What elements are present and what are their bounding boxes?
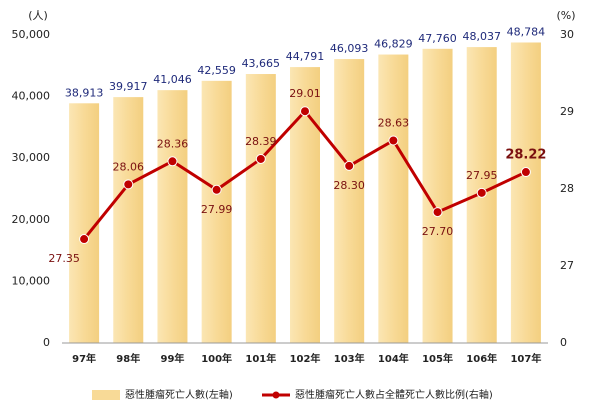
line-point	[123, 179, 134, 190]
bar	[334, 59, 365, 344]
line-point	[432, 207, 443, 218]
y-tick-label: 40,000	[12, 90, 51, 103]
line-value-label: 29.01	[289, 87, 321, 100]
x-tick-label: 102年	[290, 352, 321, 365]
x-tick-label: 97年	[72, 352, 96, 365]
bar-value-label: 47,760	[418, 32, 457, 45]
y-tick-label: 0	[43, 336, 50, 349]
x-tick-label: 100年	[201, 352, 232, 365]
x-tick-label: 101年	[245, 352, 276, 365]
line-point	[520, 167, 531, 178]
y2-tick-label: 29	[560, 105, 574, 118]
line-value-label: 27.99	[201, 203, 233, 216]
bar	[69, 103, 100, 343]
y-axis-unit: (人)	[28, 9, 48, 22]
bar	[201, 80, 232, 344]
line-value-label: 28.63	[378, 116, 410, 129]
line-value-label: 28.06	[113, 160, 145, 173]
line-value-label: 27.35	[48, 252, 80, 265]
bar-value-label: 48,037	[462, 30, 501, 43]
x-tick-label: 98年	[116, 352, 140, 365]
x-tick-label: 107年	[510, 352, 541, 365]
line-point	[211, 184, 222, 195]
y-tick-label: 10,000	[12, 274, 51, 287]
line-value-label: 28.39	[245, 135, 277, 148]
bar	[378, 54, 409, 344]
bar-value-label: 43,665	[242, 57, 281, 70]
bar	[245, 74, 276, 344]
bar-value-label: 38,913	[65, 86, 104, 99]
bar-value-label: 42,559	[197, 64, 236, 77]
bar	[113, 97, 144, 343]
bar-value-label: 48,784	[507, 25, 546, 38]
line-value-label: 28.30	[333, 179, 365, 192]
line-point	[167, 156, 178, 167]
y2-tick-label: 27	[560, 259, 574, 272]
line-value-label: 27.95	[466, 169, 498, 182]
line-value-label: 27.70	[422, 225, 454, 238]
y-tick-label: 20,000	[12, 213, 51, 226]
legend-label: 惡性腫瘤死亡人數(左軸)	[125, 388, 233, 401]
line-point	[476, 187, 487, 198]
bar-value-label: 41,046	[153, 73, 192, 86]
line-point	[388, 135, 399, 146]
legend-swatch	[272, 391, 280, 399]
y2-axis-unit: (%)	[556, 9, 575, 22]
bar-value-label: 46,829	[374, 38, 413, 51]
line-point	[79, 234, 90, 245]
x-tick-label: 106年	[466, 352, 497, 365]
x-tick-label: 104年	[378, 352, 409, 365]
line-value-label: 28.36	[157, 137, 189, 150]
legend-swatch	[92, 390, 120, 400]
bar-value-label: 44,791	[286, 50, 325, 63]
line-point	[344, 160, 355, 171]
line-point	[255, 153, 266, 164]
y2-tick-label: 28	[560, 182, 574, 195]
y2-tick-label: 30	[560, 28, 574, 41]
x-tick-label: 103年	[334, 352, 365, 365]
bar-value-label: 46,093	[330, 42, 369, 55]
y2-tick-label: 0	[560, 336, 567, 349]
x-tick-label: 99年	[160, 352, 184, 365]
legend-label: 惡性腫瘤死亡人數占全體死亡人數比例(右軸)	[295, 388, 493, 401]
bar	[510, 42, 541, 343]
x-tick-label: 105年	[422, 352, 453, 365]
bar-value-label: 39,917	[109, 80, 148, 93]
line-value-label: 28.22	[505, 148, 546, 163]
y-tick-label: 50,000	[12, 28, 51, 41]
line-point	[300, 106, 310, 117]
y-tick-label: 30,000	[12, 151, 51, 164]
bar	[157, 90, 188, 343]
